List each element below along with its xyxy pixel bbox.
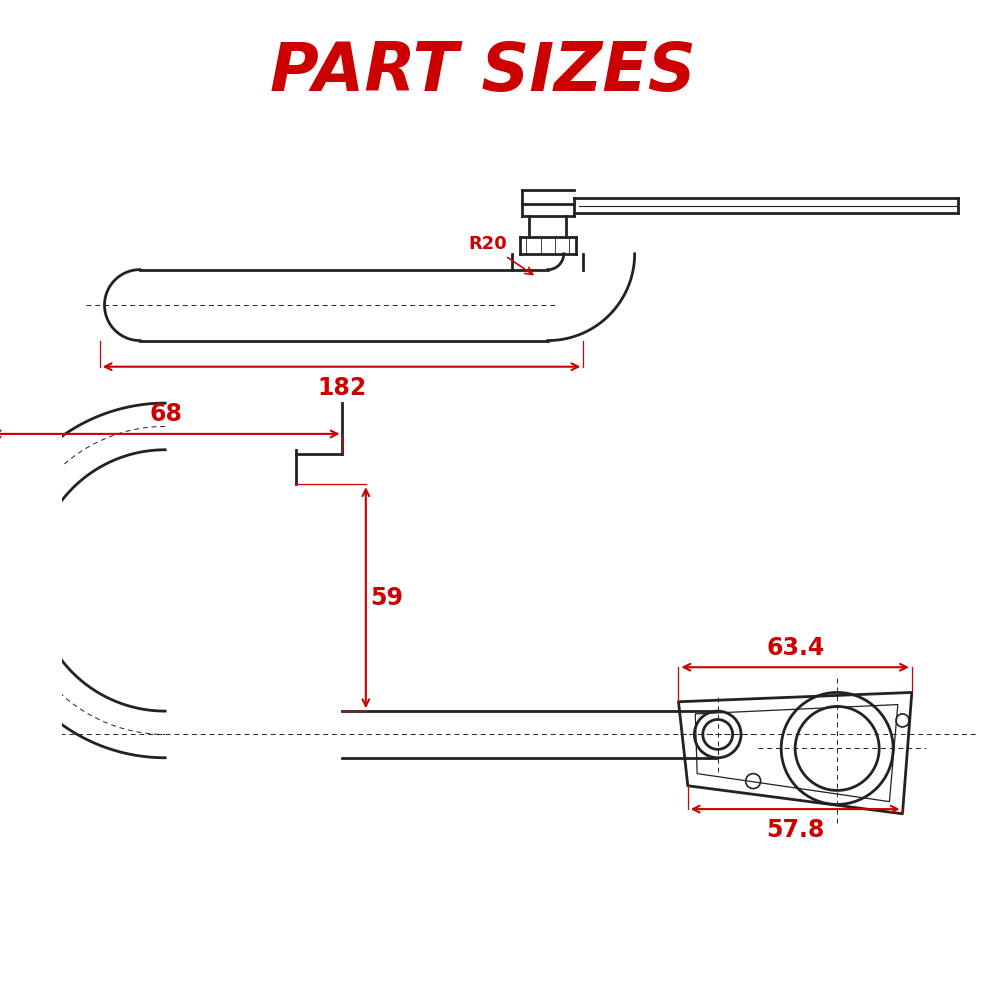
Text: 63.4: 63.4: [766, 636, 824, 660]
Text: PART SIZES: PART SIZES: [270, 39, 695, 105]
Text: 182: 182: [317, 376, 366, 400]
Text: 59: 59: [370, 586, 403, 610]
Text: 68: 68: [149, 402, 182, 426]
Text: R20: R20: [468, 235, 533, 274]
Text: 57.8: 57.8: [766, 818, 824, 842]
